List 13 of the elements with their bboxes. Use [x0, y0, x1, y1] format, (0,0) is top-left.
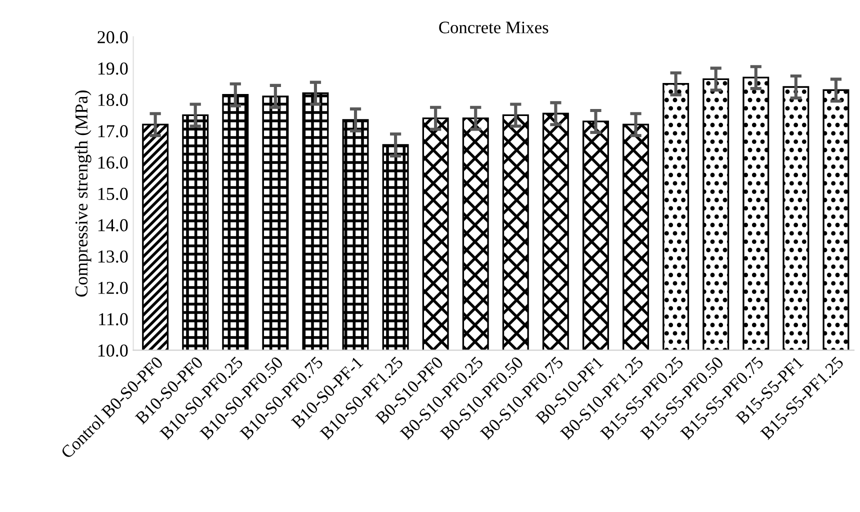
y-tick-label: 14.0 — [98, 219, 128, 232]
y-tick-label: 20.0 — [98, 31, 128, 44]
y-tick-label: 10.0 — [98, 344, 128, 357]
y-axis-title: Compressive strength (MPa) — [74, 90, 92, 297]
y-tick-label: 12.0 — [98, 282, 128, 294]
y-tick-label: 13.0 — [98, 250, 128, 263]
y-tick-label: 11.0 — [99, 313, 128, 326]
y-tick-label: 17.0 — [98, 125, 128, 138]
y-tick-label: 18.0 — [98, 94, 128, 106]
y-tick-label: 15.0 — [98, 188, 128, 200]
y-tick-label: 16.0 — [98, 156, 128, 169]
chart-title: Concrete Mixes — [439, 22, 548, 34]
y-tick-label: 19.0 — [98, 62, 128, 75]
